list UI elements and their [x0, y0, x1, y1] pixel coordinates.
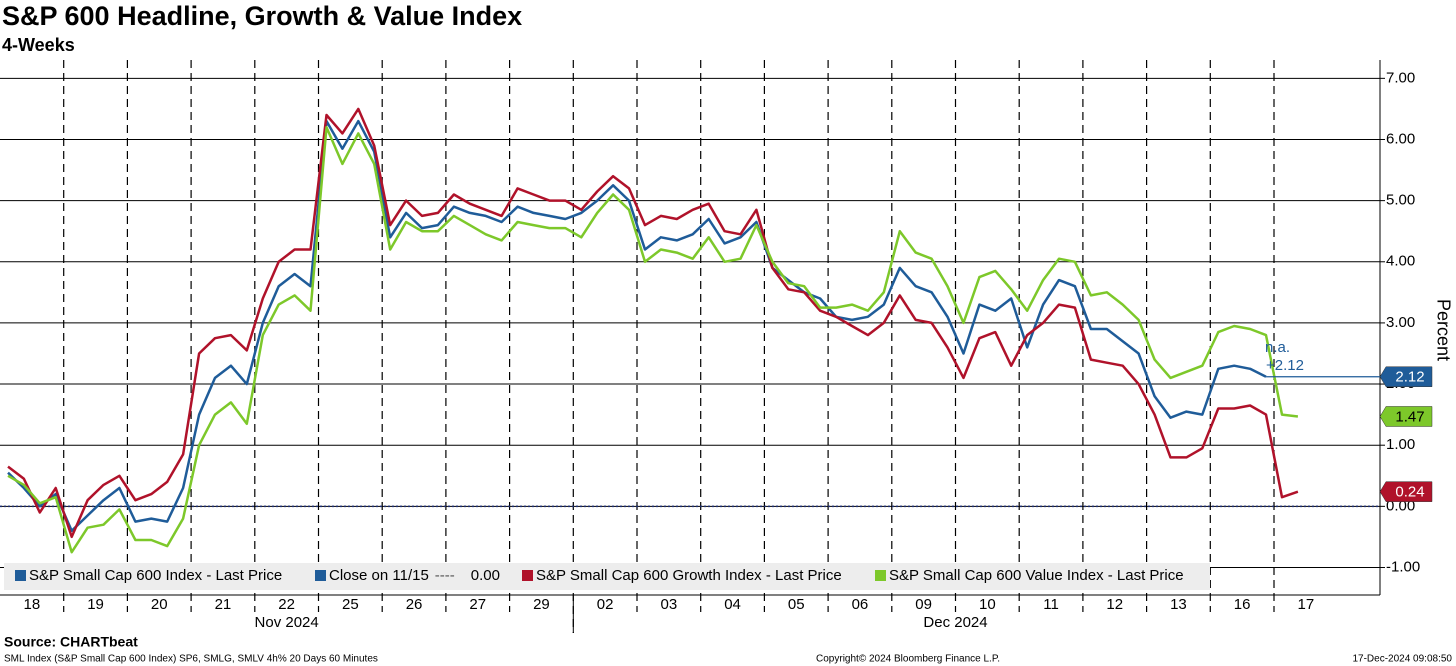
- x-tick-label: 12: [1106, 596, 1123, 613]
- y-tick-label: -1.00: [1386, 558, 1420, 575]
- y-tick-label: 7.00: [1386, 69, 1415, 86]
- x-group-label: Nov 2024: [255, 614, 319, 631]
- y-tick-label: 1.00: [1386, 436, 1415, 453]
- y-tick-label: 6.00: [1386, 130, 1415, 147]
- series-line: [7, 119, 1267, 533]
- x-tick-label: 17: [1298, 596, 1315, 613]
- y-tick-label: 5.00: [1386, 192, 1415, 209]
- last-value-label: 2.12: [1395, 369, 1424, 386]
- x-tick-label: 18: [24, 596, 41, 613]
- annotation: +2.12: [1266, 357, 1304, 374]
- legend-label: S&P Small Cap 600 Growth Index - Last Pr…: [536, 567, 842, 584]
- x-tick-label: 04: [724, 596, 741, 613]
- chart-title: S&P 600 Headline, Growth & Value Index: [2, 1, 522, 31]
- legend-box: [4, 563, 1210, 590]
- x-tick-label: 11: [1043, 596, 1059, 613]
- x-tick-label: 19: [87, 596, 104, 613]
- footer-left: SML Index (S&P Small Cap 600 Index) SP6,…: [4, 654, 378, 665]
- legend-swatch: [522, 570, 533, 581]
- x-tick-label: 05: [788, 596, 805, 613]
- x-tick-label: 26: [406, 596, 423, 613]
- x-tick-label: 03: [661, 596, 678, 613]
- y-tick-label: 4.00: [1386, 253, 1415, 270]
- annotation: n.a.: [1265, 339, 1290, 356]
- x-tick-label: 22: [278, 596, 295, 613]
- x-tick-label: 09: [915, 596, 932, 613]
- legend-label: S&P Small Cap 600 Index - Last Price: [29, 567, 282, 584]
- legend-label: S&P Small Cap 600 Value Index - Last Pri…: [889, 567, 1184, 584]
- x-tick-label: 20: [151, 596, 168, 613]
- last-value-label: 1.47: [1395, 408, 1424, 425]
- x-tick-label: 16: [1234, 596, 1251, 613]
- legend-label: Close on 11/15: [329, 567, 429, 584]
- legend-swatch: [315, 570, 326, 581]
- last-value-label: 0.24: [1395, 484, 1424, 501]
- last-value-box: [1379, 366, 1433, 387]
- footer-center: Copyright© 2024 Bloomberg Finance L.P.: [816, 654, 1000, 665]
- x-tick-label: 29: [533, 596, 550, 613]
- legend-dash: ----: [435, 567, 455, 584]
- x-tick-label: 10: [979, 596, 996, 613]
- last-value-box: [1379, 481, 1433, 502]
- x-group-label: Dec 2024: [923, 614, 987, 631]
- x-tick-label: 25: [342, 596, 359, 613]
- chart-subtitle: 4-Weeks: [2, 35, 75, 55]
- x-tick-label: 13: [1170, 596, 1187, 613]
- y-axis-label: Percent: [1433, 299, 1453, 361]
- legend-value: 0.00: [471, 567, 500, 584]
- x-tick-label: 27: [469, 596, 486, 613]
- series-line: [7, 126, 1299, 554]
- source: Source: CHARTbeat: [4, 634, 138, 650]
- series-line: [7, 107, 1299, 539]
- last-value-box: [1379, 406, 1433, 427]
- x-tick-label: 02: [597, 596, 614, 613]
- x-tick-label: 06: [852, 596, 869, 613]
- footer-right: 17-Dec-2024 09:08:50: [1352, 654, 1452, 665]
- y-tick-label: 3.00: [1386, 314, 1415, 331]
- x-tick-label: 21: [215, 596, 232, 613]
- legend-swatch: [875, 570, 886, 581]
- legend-swatch: [15, 570, 26, 581]
